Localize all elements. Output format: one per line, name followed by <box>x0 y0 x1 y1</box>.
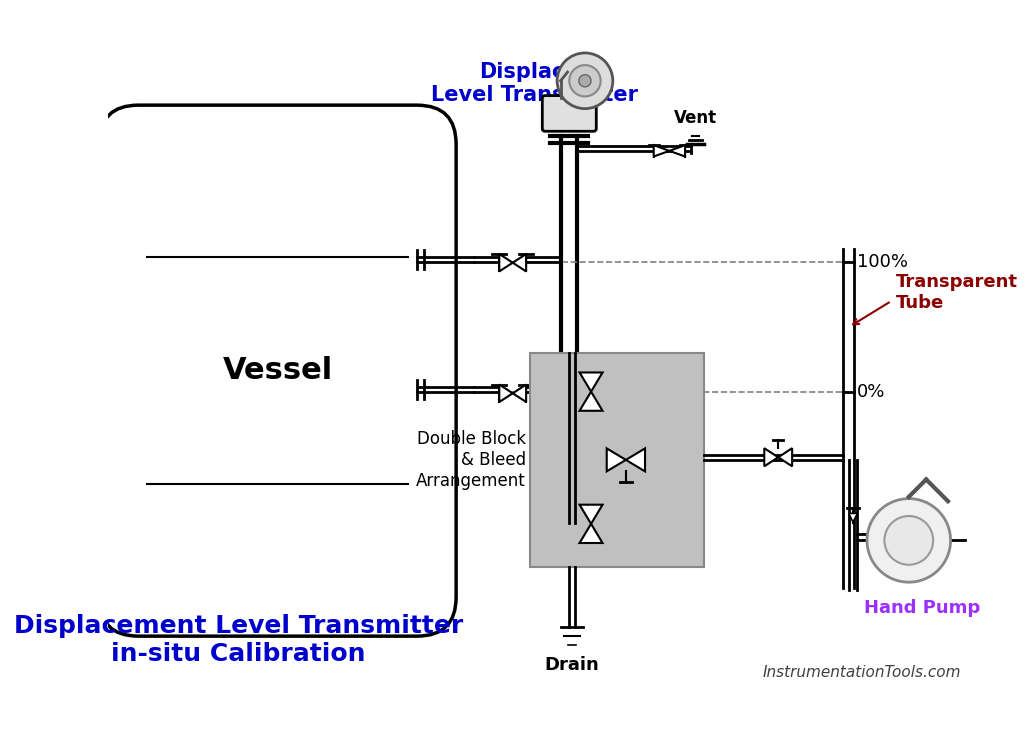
Polygon shape <box>607 448 626 471</box>
Circle shape <box>579 75 591 87</box>
Polygon shape <box>579 505 603 524</box>
Text: Transparent
Tube: Transparent Tube <box>895 273 1018 312</box>
Polygon shape <box>849 514 857 522</box>
Text: Displacement Level Transmitter
in-situ Calibration: Displacement Level Transmitter in-situ C… <box>13 614 463 666</box>
Polygon shape <box>778 448 792 466</box>
Circle shape <box>884 516 933 565</box>
Polygon shape <box>499 254 512 272</box>
Polygon shape <box>512 385 526 402</box>
Circle shape <box>867 499 951 582</box>
Polygon shape <box>579 524 603 543</box>
Text: Vessel: Vessel <box>222 356 332 386</box>
Text: 100%: 100% <box>856 253 908 271</box>
Text: Displacer
Level Transmitter: Displacer Level Transmitter <box>431 62 638 105</box>
Text: Double Block
& Bleed
Arrangement: Double Block & Bleed Arrangement <box>416 430 526 490</box>
Polygon shape <box>626 448 645 471</box>
Polygon shape <box>499 385 512 402</box>
FancyBboxPatch shape <box>99 105 456 636</box>
Text: InstrumentationTools.com: InstrumentationTools.com <box>762 664 961 680</box>
Polygon shape <box>670 146 685 157</box>
Text: Vent: Vent <box>674 109 717 127</box>
Polygon shape <box>512 254 526 272</box>
Circle shape <box>557 53 613 109</box>
Text: Drain: Drain <box>544 656 599 674</box>
Polygon shape <box>579 373 603 392</box>
Text: 0%: 0% <box>856 383 885 401</box>
Bar <box>530 353 704 566</box>
Polygon shape <box>653 146 670 157</box>
FancyBboxPatch shape <box>542 95 596 131</box>
Polygon shape <box>579 392 603 411</box>
Circle shape <box>569 65 601 97</box>
Text: Hand Pump: Hand Pump <box>863 598 980 616</box>
Polygon shape <box>765 448 778 466</box>
